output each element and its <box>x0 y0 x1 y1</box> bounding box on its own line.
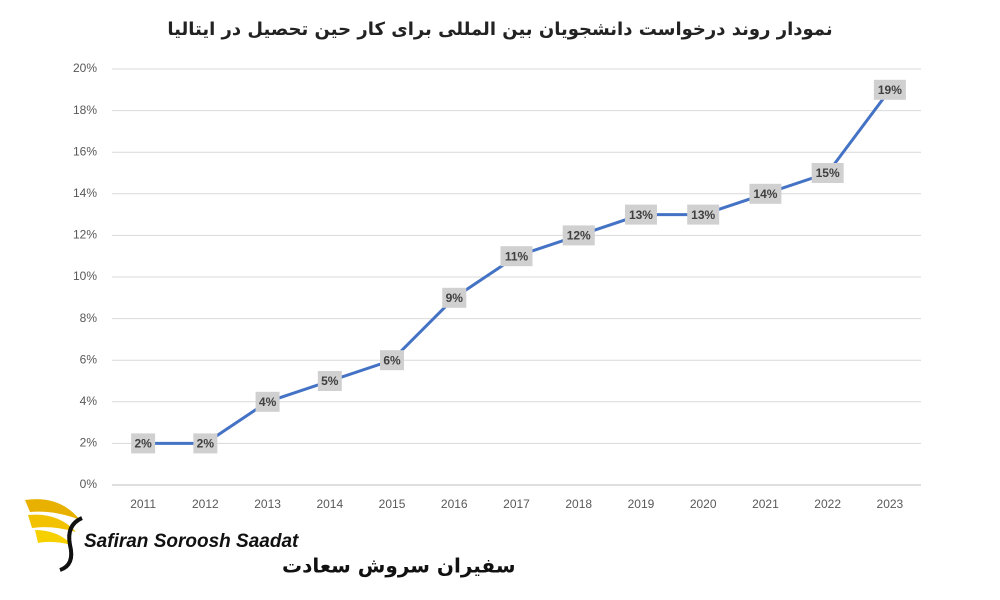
logo: Safiran Soroosh Saadat سفیران سروش سعادت <box>25 499 516 578</box>
y-tick-label: 6% <box>80 352 98 366</box>
logo-swan <box>59 516 83 572</box>
logo-wing <box>28 514 76 532</box>
x-tick-label: 2018 <box>565 497 592 511</box>
logo-wing <box>25 499 80 520</box>
x-tick-label: 2017 <box>503 497 530 511</box>
y-tick-label: 16% <box>73 144 97 158</box>
value-label-box <box>380 350 405 371</box>
value-label: 11% <box>505 249 529 263</box>
value-label-box <box>193 433 218 454</box>
x-tick-label: 2014 <box>316 497 343 511</box>
value-label-box <box>873 79 906 100</box>
value-label-box <box>687 204 720 225</box>
value-label-box <box>442 287 467 308</box>
value-label-box <box>624 204 657 225</box>
y-tick-label: 0% <box>80 477 98 491</box>
y-tick-label: 12% <box>73 228 97 242</box>
y-tick-label: 20% <box>73 61 97 75</box>
x-tick-label: 2013 <box>254 497 281 511</box>
x-tick-label: 2023 <box>877 497 904 511</box>
y-tick-label: 2% <box>80 436 98 450</box>
value-label: 6% <box>383 353 401 367</box>
value-label: 5% <box>321 374 339 388</box>
x-tick-label: 2019 <box>628 497 655 511</box>
value-label-box <box>811 163 844 183</box>
logo-text-en: Safiran Soroosh Saadat <box>84 531 299 552</box>
y-tick-label: 18% <box>73 103 97 117</box>
x-tick-label: 2021 <box>752 497 779 511</box>
value-label: 12% <box>567 229 591 243</box>
value-label: 4% <box>259 395 277 409</box>
x-tick-label: 2016 <box>441 497 468 511</box>
x-tick-label: 2022 <box>814 497 841 511</box>
logo-wing <box>35 530 72 545</box>
value-label: 19% <box>878 83 902 97</box>
value-label-box <box>255 391 280 412</box>
y-tick-label: 14% <box>73 186 97 200</box>
value-label-box <box>500 246 533 267</box>
value-label: 13% <box>691 208 715 222</box>
y-tick-label: 10% <box>73 269 97 283</box>
value-label: 9% <box>446 291 464 305</box>
value-label: 14% <box>753 187 777 201</box>
value-label: 13% <box>629 208 653 222</box>
y-tick-label: 8% <box>80 311 98 325</box>
x-tick-label: 2015 <box>379 497 406 511</box>
y-tick-label: 4% <box>80 394 98 408</box>
value-label-box <box>749 183 782 204</box>
value-label: 2% <box>134 437 152 451</box>
x-tick-label: 2011 <box>130 497 156 511</box>
value-label: 2% <box>197 437 215 451</box>
value-label-box <box>317 371 342 391</box>
value-label-box <box>562 225 595 246</box>
value-label: 15% <box>816 166 840 180</box>
x-tick-label: 2012 <box>192 497 219 511</box>
logo-text-fa: سفیران سروش سعادت <box>282 554 516 578</box>
value-label-box <box>131 433 156 454</box>
chart-title: نمودار روند درخواست دانشجویان بین المللی… <box>167 19 832 40</box>
x-tick-label: 2020 <box>690 497 717 511</box>
